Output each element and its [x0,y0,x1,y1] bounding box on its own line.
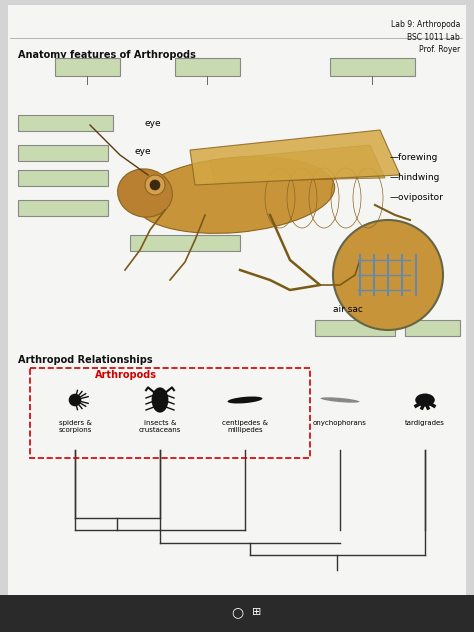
FancyBboxPatch shape [130,235,240,251]
Text: —forewing: —forewing [390,154,438,162]
Ellipse shape [415,394,435,406]
Polygon shape [190,130,400,185]
Text: Anatomy features of Arthropods: Anatomy features of Arthropods [18,50,196,60]
FancyBboxPatch shape [8,5,466,595]
FancyBboxPatch shape [55,58,120,76]
FancyBboxPatch shape [330,58,415,76]
Bar [0,595,474,632]
Text: onychophorans: onychophorans [313,420,367,426]
Text: insects &
crustaceans: insects & crustaceans [139,420,181,433]
FancyBboxPatch shape [18,115,113,131]
Ellipse shape [152,387,168,413]
Ellipse shape [118,169,173,217]
Text: eye: eye [145,119,162,128]
Text: ⊞: ⊞ [252,607,262,617]
Text: centipedes &
millipedes: centipedes & millipedes [222,420,268,433]
Polygon shape [210,145,385,182]
FancyBboxPatch shape [405,320,460,336]
FancyBboxPatch shape [315,320,395,336]
Text: Arthropods: Arthropods [95,370,157,380]
Ellipse shape [320,398,359,403]
Ellipse shape [135,157,335,233]
Circle shape [333,220,443,330]
Circle shape [150,180,160,190]
Circle shape [69,394,82,406]
Circle shape [145,175,165,195]
FancyBboxPatch shape [18,200,108,216]
FancyBboxPatch shape [18,145,108,161]
Text: —hindwing: —hindwing [390,174,440,183]
FancyBboxPatch shape [18,170,108,186]
Text: eye: eye [135,147,152,157]
Text: air sac: air sac [333,305,363,314]
Text: Arthropod Relationships: Arthropod Relationships [18,355,153,365]
Text: ○: ○ [231,605,243,619]
Text: spiders &
scorpions: spiders & scorpions [58,420,91,433]
FancyBboxPatch shape [175,58,240,76]
Ellipse shape [228,396,263,403]
Text: —ovipositor: —ovipositor [390,193,444,202]
Text: Lab 9: Arthropoda
BSC 1011 Lab
Prof. Royer: Lab 9: Arthropoda BSC 1011 Lab Prof. Roy… [391,20,460,54]
Text: tardigrades: tardigrades [405,420,445,426]
